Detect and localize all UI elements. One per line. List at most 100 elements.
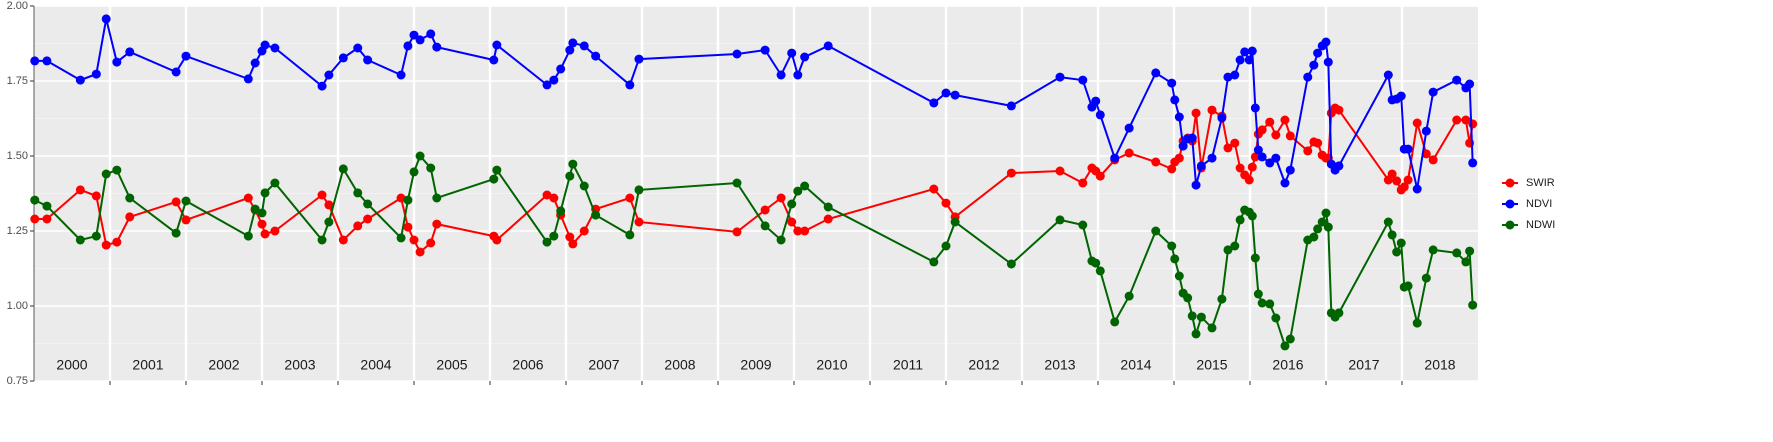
point — [338, 164, 348, 174]
point — [324, 200, 334, 210]
point — [732, 178, 742, 188]
point — [625, 80, 635, 90]
point — [363, 55, 373, 65]
point — [432, 219, 442, 229]
point — [243, 74, 253, 84]
point — [75, 235, 85, 245]
point — [1217, 113, 1227, 123]
point — [1174, 112, 1184, 122]
point — [1383, 217, 1393, 227]
point — [1387, 230, 1397, 240]
point — [1465, 246, 1475, 256]
legend-marker — [1505, 178, 1515, 188]
point — [760, 45, 770, 55]
point — [1250, 253, 1260, 263]
y-tick-label: 2.00 — [7, 0, 28, 12]
point — [403, 195, 413, 205]
point — [1334, 105, 1344, 115]
point — [1280, 115, 1290, 125]
point — [1187, 311, 1197, 321]
point — [1055, 166, 1065, 176]
point — [565, 45, 575, 55]
point — [929, 257, 939, 267]
point — [243, 231, 253, 241]
point — [270, 178, 280, 188]
point — [1323, 57, 1333, 67]
x-tick-label: 2004 — [360, 357, 391, 373]
point — [1428, 155, 1438, 165]
point — [1095, 266, 1105, 276]
point — [732, 227, 742, 237]
point — [250, 58, 260, 68]
point — [579, 226, 589, 236]
point — [1170, 254, 1180, 264]
point — [1151, 68, 1161, 78]
point — [1257, 125, 1267, 135]
point — [823, 202, 833, 212]
point — [1078, 220, 1088, 230]
point — [1230, 70, 1240, 80]
point — [1383, 70, 1393, 80]
point — [929, 98, 939, 108]
point — [396, 193, 406, 203]
point — [1313, 138, 1323, 148]
point — [1095, 110, 1105, 120]
point — [1124, 291, 1134, 301]
point — [338, 235, 348, 245]
point — [1170, 95, 1180, 105]
x-tick-label: 2005 — [436, 357, 467, 373]
point — [1257, 298, 1267, 308]
point — [1250, 152, 1260, 162]
point — [1183, 293, 1193, 303]
x-tick-label: 2006 — [512, 357, 543, 373]
point — [1235, 163, 1245, 173]
y-tick-label: 1.25 — [7, 225, 28, 237]
point — [324, 70, 334, 80]
point — [1285, 165, 1295, 175]
point — [1271, 153, 1281, 163]
point — [1303, 72, 1313, 82]
point — [426, 29, 436, 39]
point — [30, 195, 40, 205]
point — [542, 190, 552, 200]
point — [1207, 105, 1217, 115]
point — [1452, 75, 1462, 85]
point — [1110, 317, 1120, 327]
point — [1217, 294, 1227, 304]
point — [75, 185, 85, 195]
point — [950, 217, 960, 227]
point — [1167, 164, 1177, 174]
x-tick-label: 2011 — [893, 357, 923, 373]
point — [426, 163, 436, 173]
point — [396, 233, 406, 243]
point — [1191, 329, 1201, 339]
point — [353, 221, 363, 231]
point — [568, 38, 578, 48]
point — [1055, 215, 1065, 225]
point — [776, 70, 786, 80]
point — [324, 217, 334, 227]
point — [1223, 245, 1233, 255]
point — [1006, 259, 1016, 269]
point — [568, 239, 578, 249]
x-tick-label: 2008 — [664, 357, 695, 373]
point — [1309, 232, 1319, 242]
y-tick-label: 0.75 — [7, 375, 28, 387]
point — [1396, 91, 1406, 101]
point — [112, 237, 122, 247]
point — [1240, 47, 1250, 57]
point — [1187, 133, 1197, 143]
x-tick-label: 2002 — [208, 357, 239, 373]
point — [1151, 226, 1161, 236]
point — [1178, 141, 1188, 151]
legend-label: NDWI — [1526, 219, 1555, 231]
point — [270, 226, 280, 236]
point — [1428, 245, 1438, 255]
point — [260, 229, 270, 239]
point — [1285, 131, 1295, 141]
point — [415, 151, 425, 161]
point — [800, 52, 810, 62]
point — [1191, 180, 1201, 190]
point — [823, 41, 833, 51]
